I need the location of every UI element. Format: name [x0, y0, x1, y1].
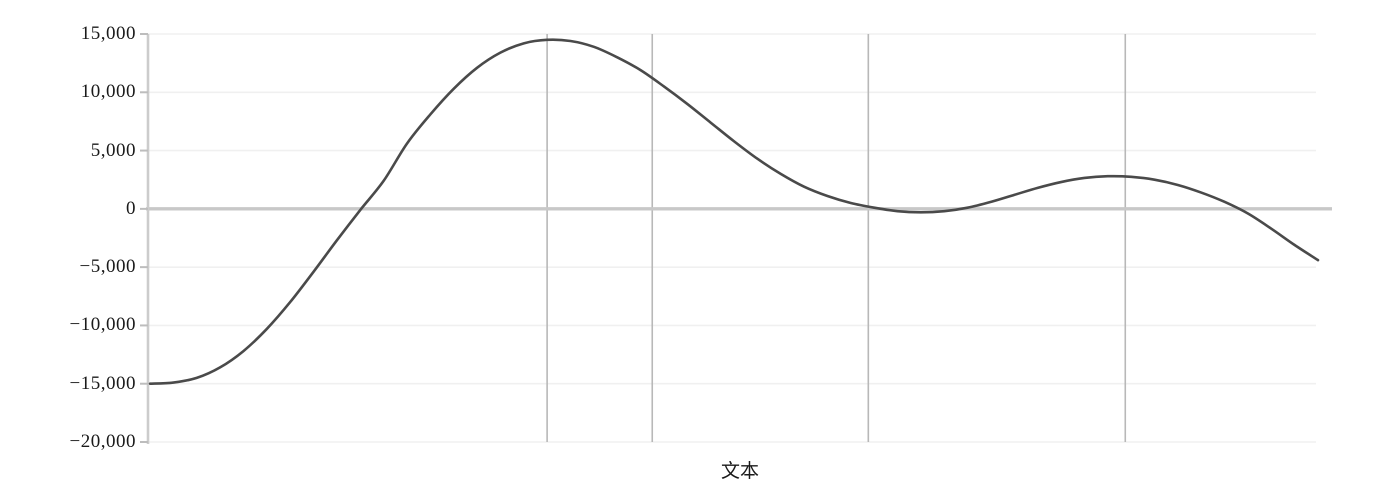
y-axis-tick-label: −20,000 — [69, 431, 136, 452]
y-axis-tick-label: −15,000 — [69, 372, 136, 394]
y-axis-tick-label: −10,000 — [69, 314, 136, 336]
y-axis-tick-label: 10,000 — [80, 81, 136, 103]
horizontal-gridlines — [148, 33, 1316, 443]
y-axis-tick-labels: 15,000 10,000 5,000 0 −5,000 −10,000 −15,000 −2… — [0, 0, 136, 498]
y-axis-tick-label: 15,000 — [80, 23, 136, 44]
y-axis-tick-label: −5,000 — [79, 256, 136, 278]
data-series-line — [148, 38, 1320, 386]
y-axis-tick-label: 5,000 — [90, 139, 136, 161]
y-axis-tick-label: 0 — [126, 197, 136, 219]
y-axis-tick-marks — [140, 33, 148, 443]
x-axis-title: 文本 — [720, 461, 759, 482]
vertical-gridlines — [546, 34, 1127, 442]
